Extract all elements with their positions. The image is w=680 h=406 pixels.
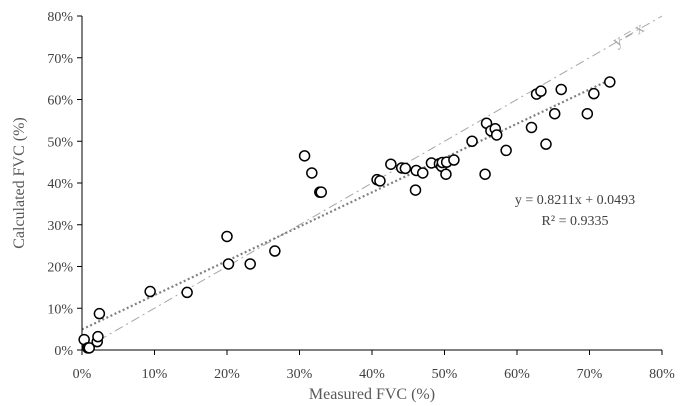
data-point (500, 144, 512, 157)
data-point (315, 186, 327, 198)
r-squared-label: R² = 0.9335 (542, 214, 609, 229)
trendline (81, 78, 612, 331)
data-point (604, 76, 616, 88)
y-tick-label: 0% (54, 344, 73, 359)
data-points (78, 76, 616, 354)
equation-background (493, 186, 657, 232)
data-point (535, 85, 547, 97)
data-point (92, 330, 104, 343)
x-tick-label: 80% (649, 367, 675, 382)
trendline-equation: y = 0.8211x + 0.0493 (515, 193, 635, 208)
y-tick-label: 30% (47, 219, 73, 234)
x-tick-label: 50% (432, 367, 458, 382)
data-point (540, 138, 552, 150)
data-point (409, 184, 422, 196)
data-point (244, 258, 256, 270)
y-axis-title: Calculated FVC (%) (11, 117, 28, 249)
x-tick-label: 30% (287, 367, 313, 382)
y-tick-label: 40% (47, 177, 73, 192)
y-tick-label: 20% (47, 261, 73, 276)
data-point (490, 129, 503, 141)
data-point (479, 168, 491, 180)
x-axis-title: Measured FVC (%) (309, 386, 435, 403)
x-tick-label: 70% (577, 367, 603, 382)
data-point (269, 245, 281, 257)
data-point (385, 158, 397, 170)
y-tick-label: 50% (47, 135, 73, 150)
x-tick-label: 20% (214, 367, 240, 382)
data-point (93, 307, 106, 320)
y-tick-label: 80% (47, 10, 73, 25)
identity-line (81, 15, 663, 351)
y-tick-label: 10% (47, 302, 73, 317)
data-point (525, 121, 538, 134)
data-point (374, 175, 386, 187)
data-point (221, 230, 233, 243)
tick-labels: 0% 10% 20% 30% 40% 50% 60% 70% 80% 0% 10% 20% 30% 40%… (47, 10, 675, 382)
data-point (298, 150, 311, 162)
data-point (581, 107, 594, 120)
x-tick-label: 10% (142, 367, 168, 382)
data-point (548, 107, 561, 120)
data-point (440, 168, 452, 180)
identity-line-label: y = x (610, 19, 647, 50)
y-tick-label: 70% (47, 52, 73, 67)
axes (77, 15, 663, 355)
data-point (181, 286, 193, 299)
data-point (417, 167, 429, 179)
y-tick-label: 60% (47, 94, 73, 109)
data-point (83, 342, 95, 354)
data-point (399, 162, 412, 175)
x-tick-label: 0% (73, 367, 92, 382)
data-point (448, 154, 460, 166)
data-point (144, 285, 156, 298)
x-tick-label: 40% (359, 367, 385, 382)
data-point (588, 87, 600, 100)
x-tick-label: 60% (504, 367, 530, 382)
reference-lines (81, 15, 663, 351)
data-point (555, 83, 567, 96)
data-point (306, 167, 318, 179)
data-point (466, 135, 478, 147)
data-point (222, 258, 235, 270)
